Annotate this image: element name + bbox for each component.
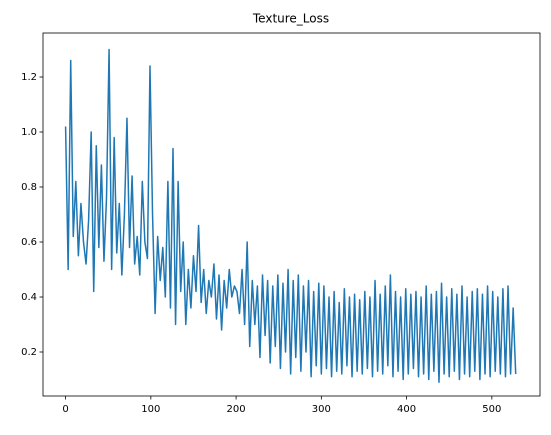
- y-tick-label: 1.0: [21, 127, 37, 138]
- x-tick-label: 200: [227, 404, 246, 415]
- x-tick-label: 100: [141, 404, 160, 415]
- chart-title: Texture_Loss: [252, 12, 329, 26]
- x-tick-label: 300: [312, 404, 331, 415]
- x-tick-label: 500: [482, 404, 501, 415]
- y-tick-label: 0.6: [21, 237, 37, 248]
- y-tick-label: 0.2: [21, 347, 37, 358]
- x-tick-label: 0: [62, 404, 68, 415]
- plot-frame: [42, 32, 541, 397]
- y-tick-label: 1.2: [21, 72, 37, 83]
- x-tick-label: 400: [397, 404, 416, 415]
- y-tick-label: 0.8: [21, 182, 37, 193]
- line-series: [64, 48, 517, 383]
- y-tick-label: 0.4: [21, 292, 37, 303]
